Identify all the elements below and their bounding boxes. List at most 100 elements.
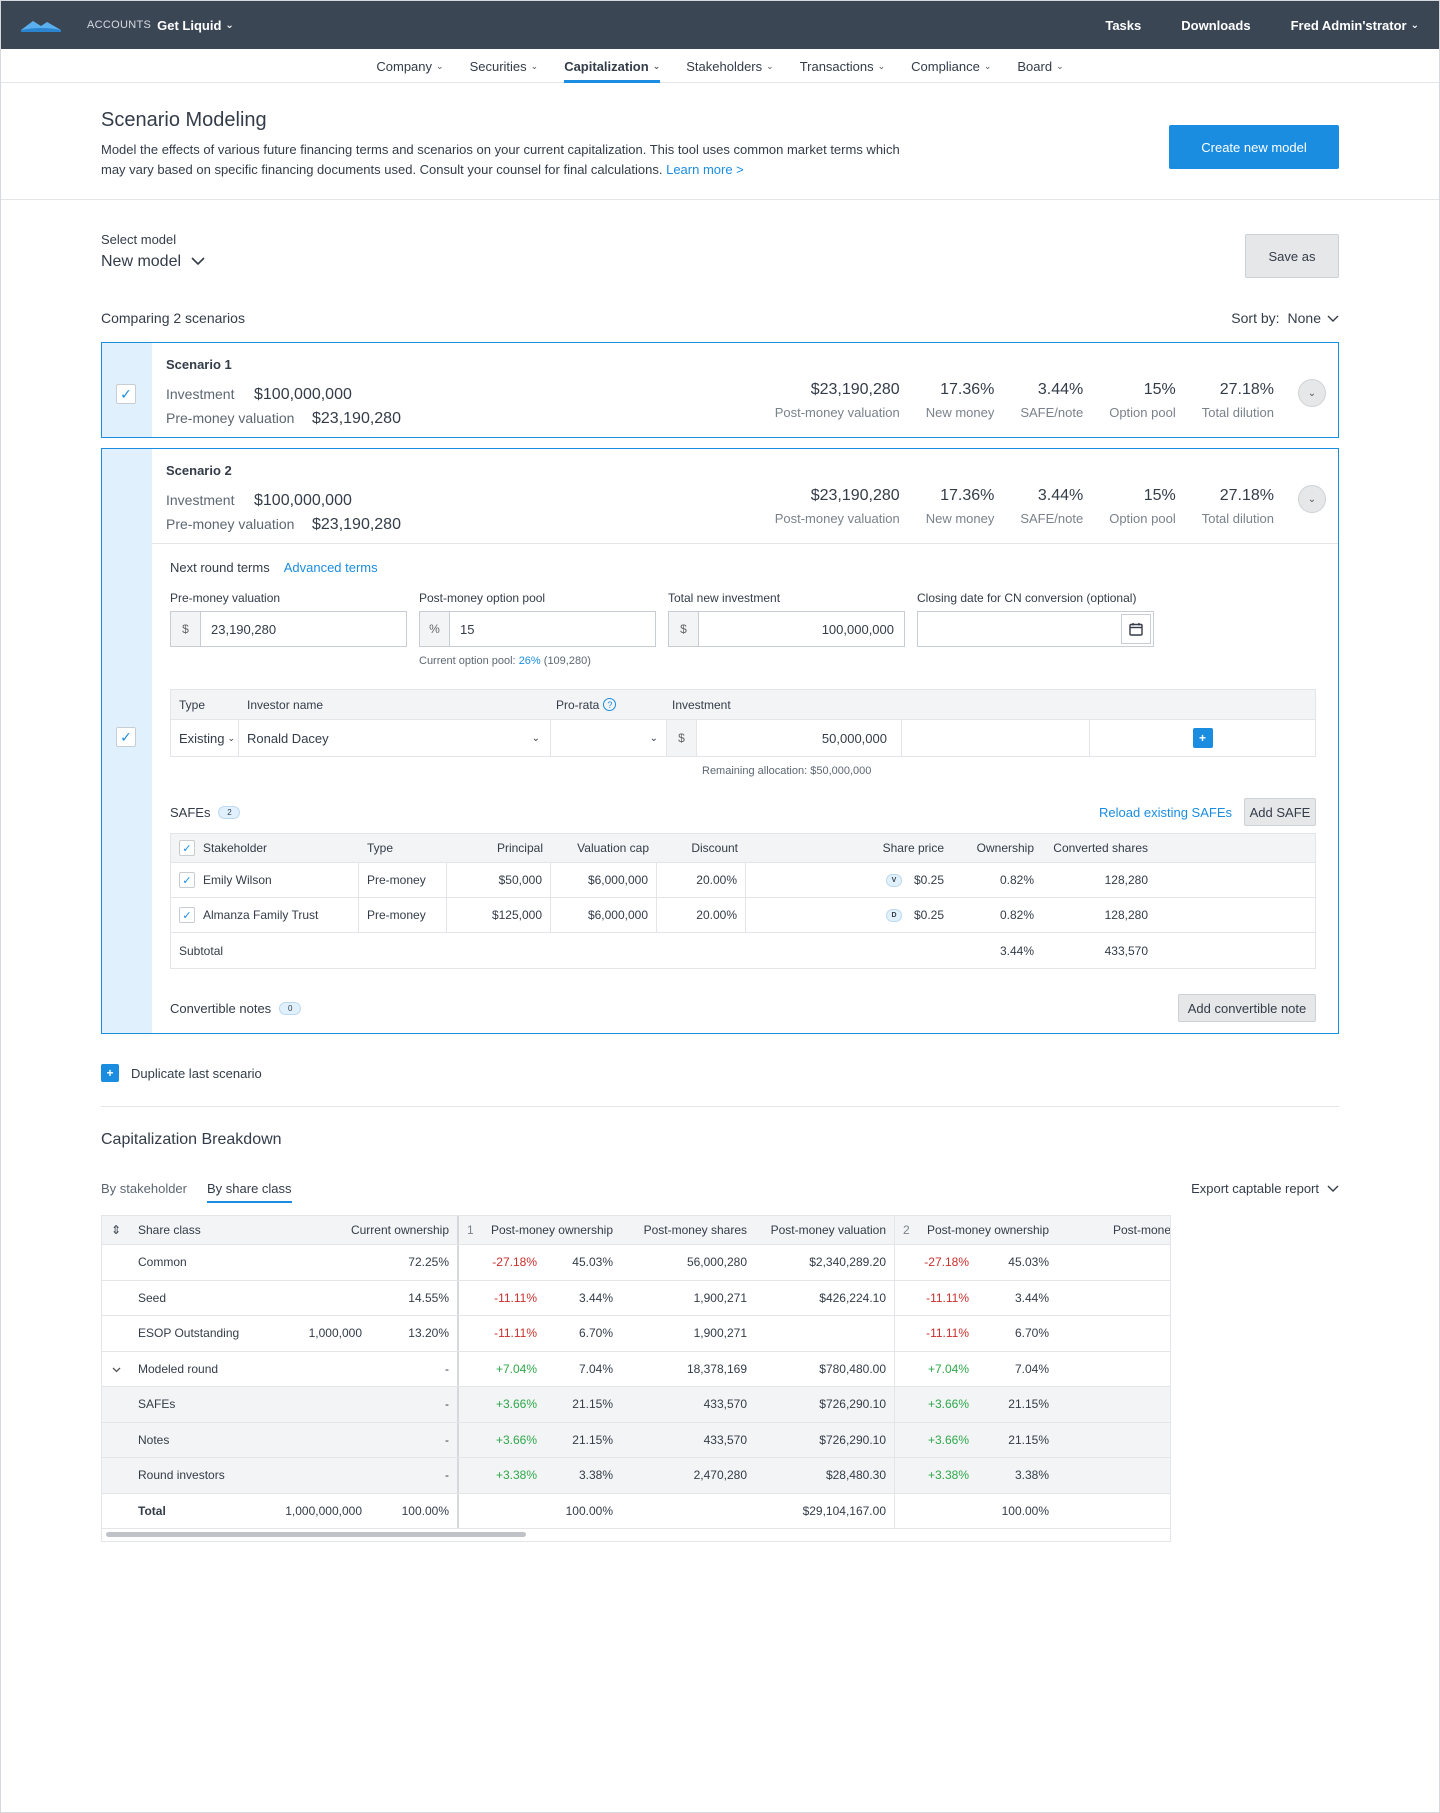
- share-price-tag[interactable]: D: [885, 908, 902, 922]
- s1-post-ownership: 21.15%: [572, 1397, 613, 1412]
- horizontal-scrollbar[interactable]: [102, 1529, 1170, 1541]
- subnav-transactions[interactable]: Transactions ⌄: [800, 49, 885, 83]
- save-as-button[interactable]: Save as: [1245, 234, 1339, 278]
- total-current-ownership: 100.00%: [370, 1493, 459, 1528]
- s1-post-ownership: 6.70%: [578, 1326, 613, 1341]
- chevron-down-icon: ⌄: [649, 732, 658, 744]
- app-logo-icon[interactable]: [21, 15, 65, 35]
- sort-by[interactable]: Sort by: None: [1231, 310, 1339, 326]
- subnav-compliance[interactable]: Compliance ⌄: [911, 49, 991, 83]
- chevron-down-icon: ⌄: [1410, 19, 1419, 31]
- create-new-model-button[interactable]: Create new model: [1169, 125, 1339, 169]
- calendar-icon[interactable]: [1121, 614, 1151, 644]
- s1-post-shares: 433,570: [703, 1397, 747, 1412]
- add-safe-button[interactable]: Add SAFE: [1244, 798, 1316, 826]
- s1-post-valuation: $426,224.10: [755, 1280, 895, 1315]
- stat-label: SAFE/note: [1020, 405, 1084, 420]
- col-stakeholder: ✓ Stakeholder: [171, 834, 359, 862]
- scenario-title: Scenario 2: [166, 463, 232, 478]
- prorata-select[interactable]: ⌄: [551, 720, 667, 756]
- select-all-safes-checkbox[interactable]: ✓: [179, 840, 195, 856]
- safe-row-checkbox[interactable]: ✓: [179, 872, 195, 888]
- collapse-scenario-button[interactable]: ⌄: [1298, 485, 1326, 513]
- total-s1-shares: [621, 1494, 755, 1529]
- investor-type-select[interactable]: Existing ⌄: [171, 720, 239, 756]
- subnav-securities[interactable]: Securities ⌄: [470, 49, 539, 83]
- scenario-1-checkbox[interactable]: ✓: [116, 384, 136, 404]
- description-text: Model the effects of various future fina…: [101, 142, 900, 177]
- subnav-company[interactable]: Company ⌄: [376, 49, 443, 83]
- premoney-valuation-input[interactable]: $23,190,280: [170, 611, 407, 647]
- total-label: Total: [138, 1503, 166, 1518]
- advanced-terms-link[interactable]: Advanced terms: [283, 560, 378, 575]
- current-ownership: -: [370, 1387, 459, 1422]
- expand-scenario-button[interactable]: ⌄: [1298, 379, 1326, 407]
- row-spacer: [102, 1494, 130, 1529]
- reload-safes-link[interactable]: Reload existing SAFEs: [1099, 804, 1232, 820]
- scenario-details: Next round terms Advanced terms Pre-mone…: [152, 543, 1338, 1041]
- help-icon[interactable]: ?: [603, 698, 617, 711]
- share-class-name: ESOP Outstanding: [138, 1326, 240, 1341]
- pool-count: (109,280): [543, 655, 591, 667]
- scenario-card-2: ✓ Scenario 2 Investment $100,000,000 Pre-…: [101, 448, 1339, 1034]
- share-price-tag[interactable]: V: [885, 873, 902, 887]
- current-ownership: -: [370, 1351, 459, 1386]
- add-convertible-note-button[interactable]: Add convertible note: [1178, 994, 1316, 1022]
- company-switcher[interactable]: Get Liquid ⌄: [157, 18, 234, 33]
- stat-label: Total dilution: [1201, 511, 1274, 526]
- subnav-board[interactable]: Board ⌄: [1017, 49, 1063, 83]
- col-valuation-cap: Valuation cap: [577, 841, 649, 855]
- scenario-2-index: 2: [903, 1223, 910, 1237]
- col-investor-name: Investor name: [247, 697, 324, 712]
- subnav-capitalization[interactable]: Capitalization ⌄: [564, 49, 661, 83]
- scenario-card-1: ✓ Scenario 1 Investment $100,000,000 Pre-…: [101, 342, 1339, 438]
- field-label: Closing date for CN conversion (optional…: [917, 591, 1137, 605]
- option-pool-input[interactable]: % 15: [419, 611, 656, 647]
- investment-label: Investment: [166, 492, 235, 508]
- model-select[interactable]: New model: [101, 253, 1339, 271]
- scenario-rail: ✓: [102, 343, 152, 437]
- remaining-allocation: Remaining allocation: $50,000,000: [702, 765, 872, 777]
- cap-row-modeled-round: Modeled round - +7.04% 7.04% 18,378,169 …: [102, 1351, 1170, 1387]
- closing-date-field-group: Closing date for CN conversion (optional…: [917, 591, 1154, 647]
- scenario-rail: ✓: [102, 449, 152, 1033]
- subnav-stakeholders[interactable]: Stakeholders ⌄: [686, 49, 773, 83]
- stat-value: 27.18%: [1219, 487, 1274, 504]
- chevron-down-icon: ⌄: [983, 60, 992, 71]
- nav-downloads[interactable]: Downloads: [1181, 17, 1251, 33]
- input-value: 23,190,280: [211, 621, 277, 637]
- chevron-down-icon: ⌄: [531, 732, 540, 744]
- nav-tasks[interactable]: Tasks: [1105, 17, 1142, 33]
- investment-amount-input[interactable]: $50,000,000: [667, 720, 902, 756]
- scenario-stats: $23,190,280 Post-money valuation 17.36% Ne…: [749, 381, 1274, 420]
- collapse-group-toggle[interactable]: [102, 1352, 130, 1387]
- scrollbar-thumb[interactable]: [106, 1532, 526, 1537]
- sort-label: Sort by:: [1231, 310, 1280, 326]
- subtotal-label: Subtotal: [179, 943, 224, 958]
- s2-ownership-change: +3.38%: [927, 1468, 969, 1483]
- nav-user-menu[interactable]: Fred Admin'strator ⌄: [1291, 18, 1419, 33]
- add-investor-button[interactable]: +: [1192, 728, 1213, 748]
- s2-ownership-change: +3.66%: [927, 1432, 969, 1447]
- total-s2-ownership: 100.00%: [1001, 1503, 1049, 1518]
- terms-header: Next round terms Advanced terms: [170, 560, 1316, 575]
- chevron-down-icon: ⌄: [652, 60, 661, 71]
- share-class-name: Modeled round: [138, 1361, 219, 1376]
- tab-by-stakeholder[interactable]: By stakeholder: [101, 1180, 187, 1196]
- export-captable-menu[interactable]: Export captable report: [1191, 1181, 1339, 1196]
- learn-more-link[interactable]: Learn more >: [666, 162, 744, 177]
- current-pool-link[interactable]: 26%: [518, 655, 541, 667]
- duplicate-scenario[interactable]: + Duplicate last scenario: [101, 1064, 1339, 1082]
- convertible-notes-header: Convertible notes 0 Add convertible note: [170, 993, 1316, 1023]
- s2-post-ownership: 45.03%: [1008, 1255, 1049, 1270]
- total-investment-input[interactable]: $100,000,000: [668, 611, 905, 647]
- tab-by-share-class[interactable]: By share class: [207, 1175, 292, 1203]
- closing-date-input[interactable]: [917, 611, 1154, 647]
- total-s1-valuation: $29,104,167.00: [755, 1493, 895, 1528]
- total-s1-ownership: 100.00%: [565, 1503, 613, 1518]
- investor-name-select[interactable]: Ronald Dacey ⌄: [239, 720, 551, 756]
- s1-post-ownership: 3.38%: [578, 1468, 613, 1483]
- investor-row-checkbox[interactable]: ✓: [116, 727, 136, 747]
- reorder-icon[interactable]: ⇕: [110, 1223, 122, 1237]
- safe-row-checkbox[interactable]: ✓: [179, 907, 195, 923]
